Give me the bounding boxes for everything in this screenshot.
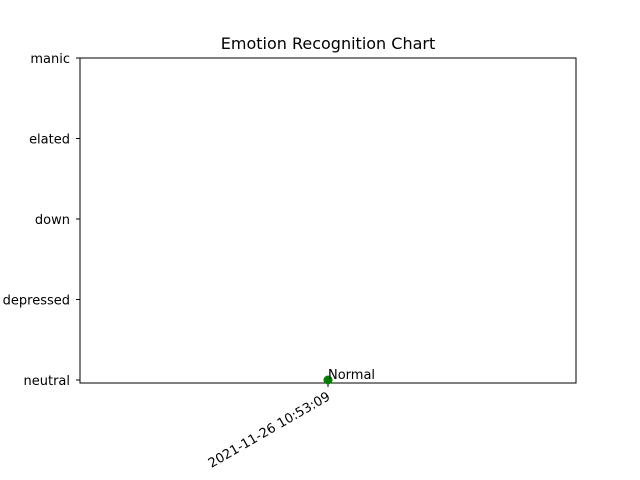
y-tick-label-manic: manic (30, 52, 70, 67)
data-points: Normal (323, 368, 375, 385)
y-tick-label-neutral: neutral (24, 374, 71, 389)
x-tick-label: 2021-11-26 10:53:09 (206, 389, 333, 471)
y-axis: neutral depressed down elated manic (3, 52, 80, 389)
y-tick-label-elated: elated (29, 133, 70, 148)
data-point-label: Normal (328, 368, 375, 383)
chart-title: Emotion Recognition Chart (221, 34, 436, 53)
y-tick-label-depressed: depressed (3, 294, 70, 309)
plot-area-frame (79, 57, 577, 384)
x-axis: 2021-11-26 10:53:09 (206, 383, 333, 472)
data-point-marker (323, 375, 333, 385)
y-tick-label-down: down (35, 213, 70, 228)
